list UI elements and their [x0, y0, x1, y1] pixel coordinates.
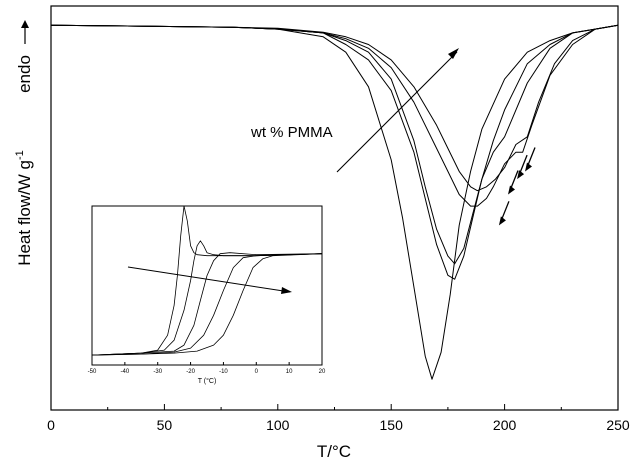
shoulder-arrow-icon: [517, 154, 528, 180]
shoulder-arrow-head: [517, 170, 525, 180]
endo-arrow-icon: [21, 20, 29, 44]
inset-x-tick-labels: -50 -40 -30 -20 -10 0 10 20: [88, 369, 326, 375]
main-series-line-2: [50, 24, 619, 280]
inset-series-line-4: [91, 253, 323, 356]
inset-series-line-3: [91, 252, 323, 356]
main-series-group: [50, 24, 619, 380]
shoulder-arrow-head: [525, 162, 533, 172]
x-axis-title: T/°C: [317, 442, 351, 461]
main-x-tick-label: 200: [493, 417, 517, 433]
inset-series-group: [91, 205, 323, 356]
shoulder-arrow-head: [498, 216, 506, 226]
inset-x-tick-label: -20: [186, 369, 195, 375]
pmma-annotation: wt % PMMA: [250, 124, 333, 141]
inset-x-tick-label: 20: [319, 369, 326, 375]
inset-series-line-5: [91, 253, 323, 356]
inset-x-tick-label: -10: [219, 369, 228, 375]
inset-x-tick-label: 0: [255, 369, 259, 375]
main-x-tick-label: 0: [47, 417, 55, 433]
shoulder-arrow-icon: [498, 201, 510, 226]
shoulder-arrow-icon: [508, 170, 519, 195]
inset-x-tick-label: -30: [153, 369, 162, 375]
inset-x-tick-label: -40: [121, 369, 130, 375]
main-series-line-4: [50, 24, 619, 207]
inset-x-axis-title: T (°C): [198, 377, 217, 385]
main-series-line-3: [50, 24, 619, 265]
main-x-tick-labels: 0 50 100 150 200 250: [47, 417, 630, 433]
inset-frame: [91, 205, 323, 366]
main-series-line-1: [50, 24, 619, 380]
main-x-ticks: [50, 404, 619, 410]
y-axis-title-text: Heat flow/W g: [15, 160, 34, 266]
inset-x-tick-label: 10: [286, 369, 293, 375]
inset-trend-arrow-icon: [127, 266, 292, 294]
main-x-tick-label: 150: [380, 417, 404, 433]
main-x-tick-label: 100: [266, 417, 290, 433]
endo-label: endo: [15, 55, 34, 93]
shoulder-arrow-icon: [525, 147, 536, 172]
shoulder-arrow-marks: [498, 147, 536, 226]
inset-x-ticks: [91, 362, 323, 365]
main-x-tick-label: 50: [157, 417, 173, 433]
y-axis-title: Heat flow/W g-1: [14, 150, 34, 266]
main-x-tick-label: 250: [606, 417, 630, 433]
inset-series-line-2: [91, 240, 323, 356]
pmma-trend-arrow-icon: [336, 48, 459, 173]
y-axis-title-superscript: -1: [14, 150, 26, 160]
inset-x-tick-label: -50: [88, 369, 97, 375]
inset-series-line-1: [91, 205, 323, 356]
main-series-line-5: [50, 24, 619, 192]
shoulder-arrow-head: [508, 185, 516, 195]
